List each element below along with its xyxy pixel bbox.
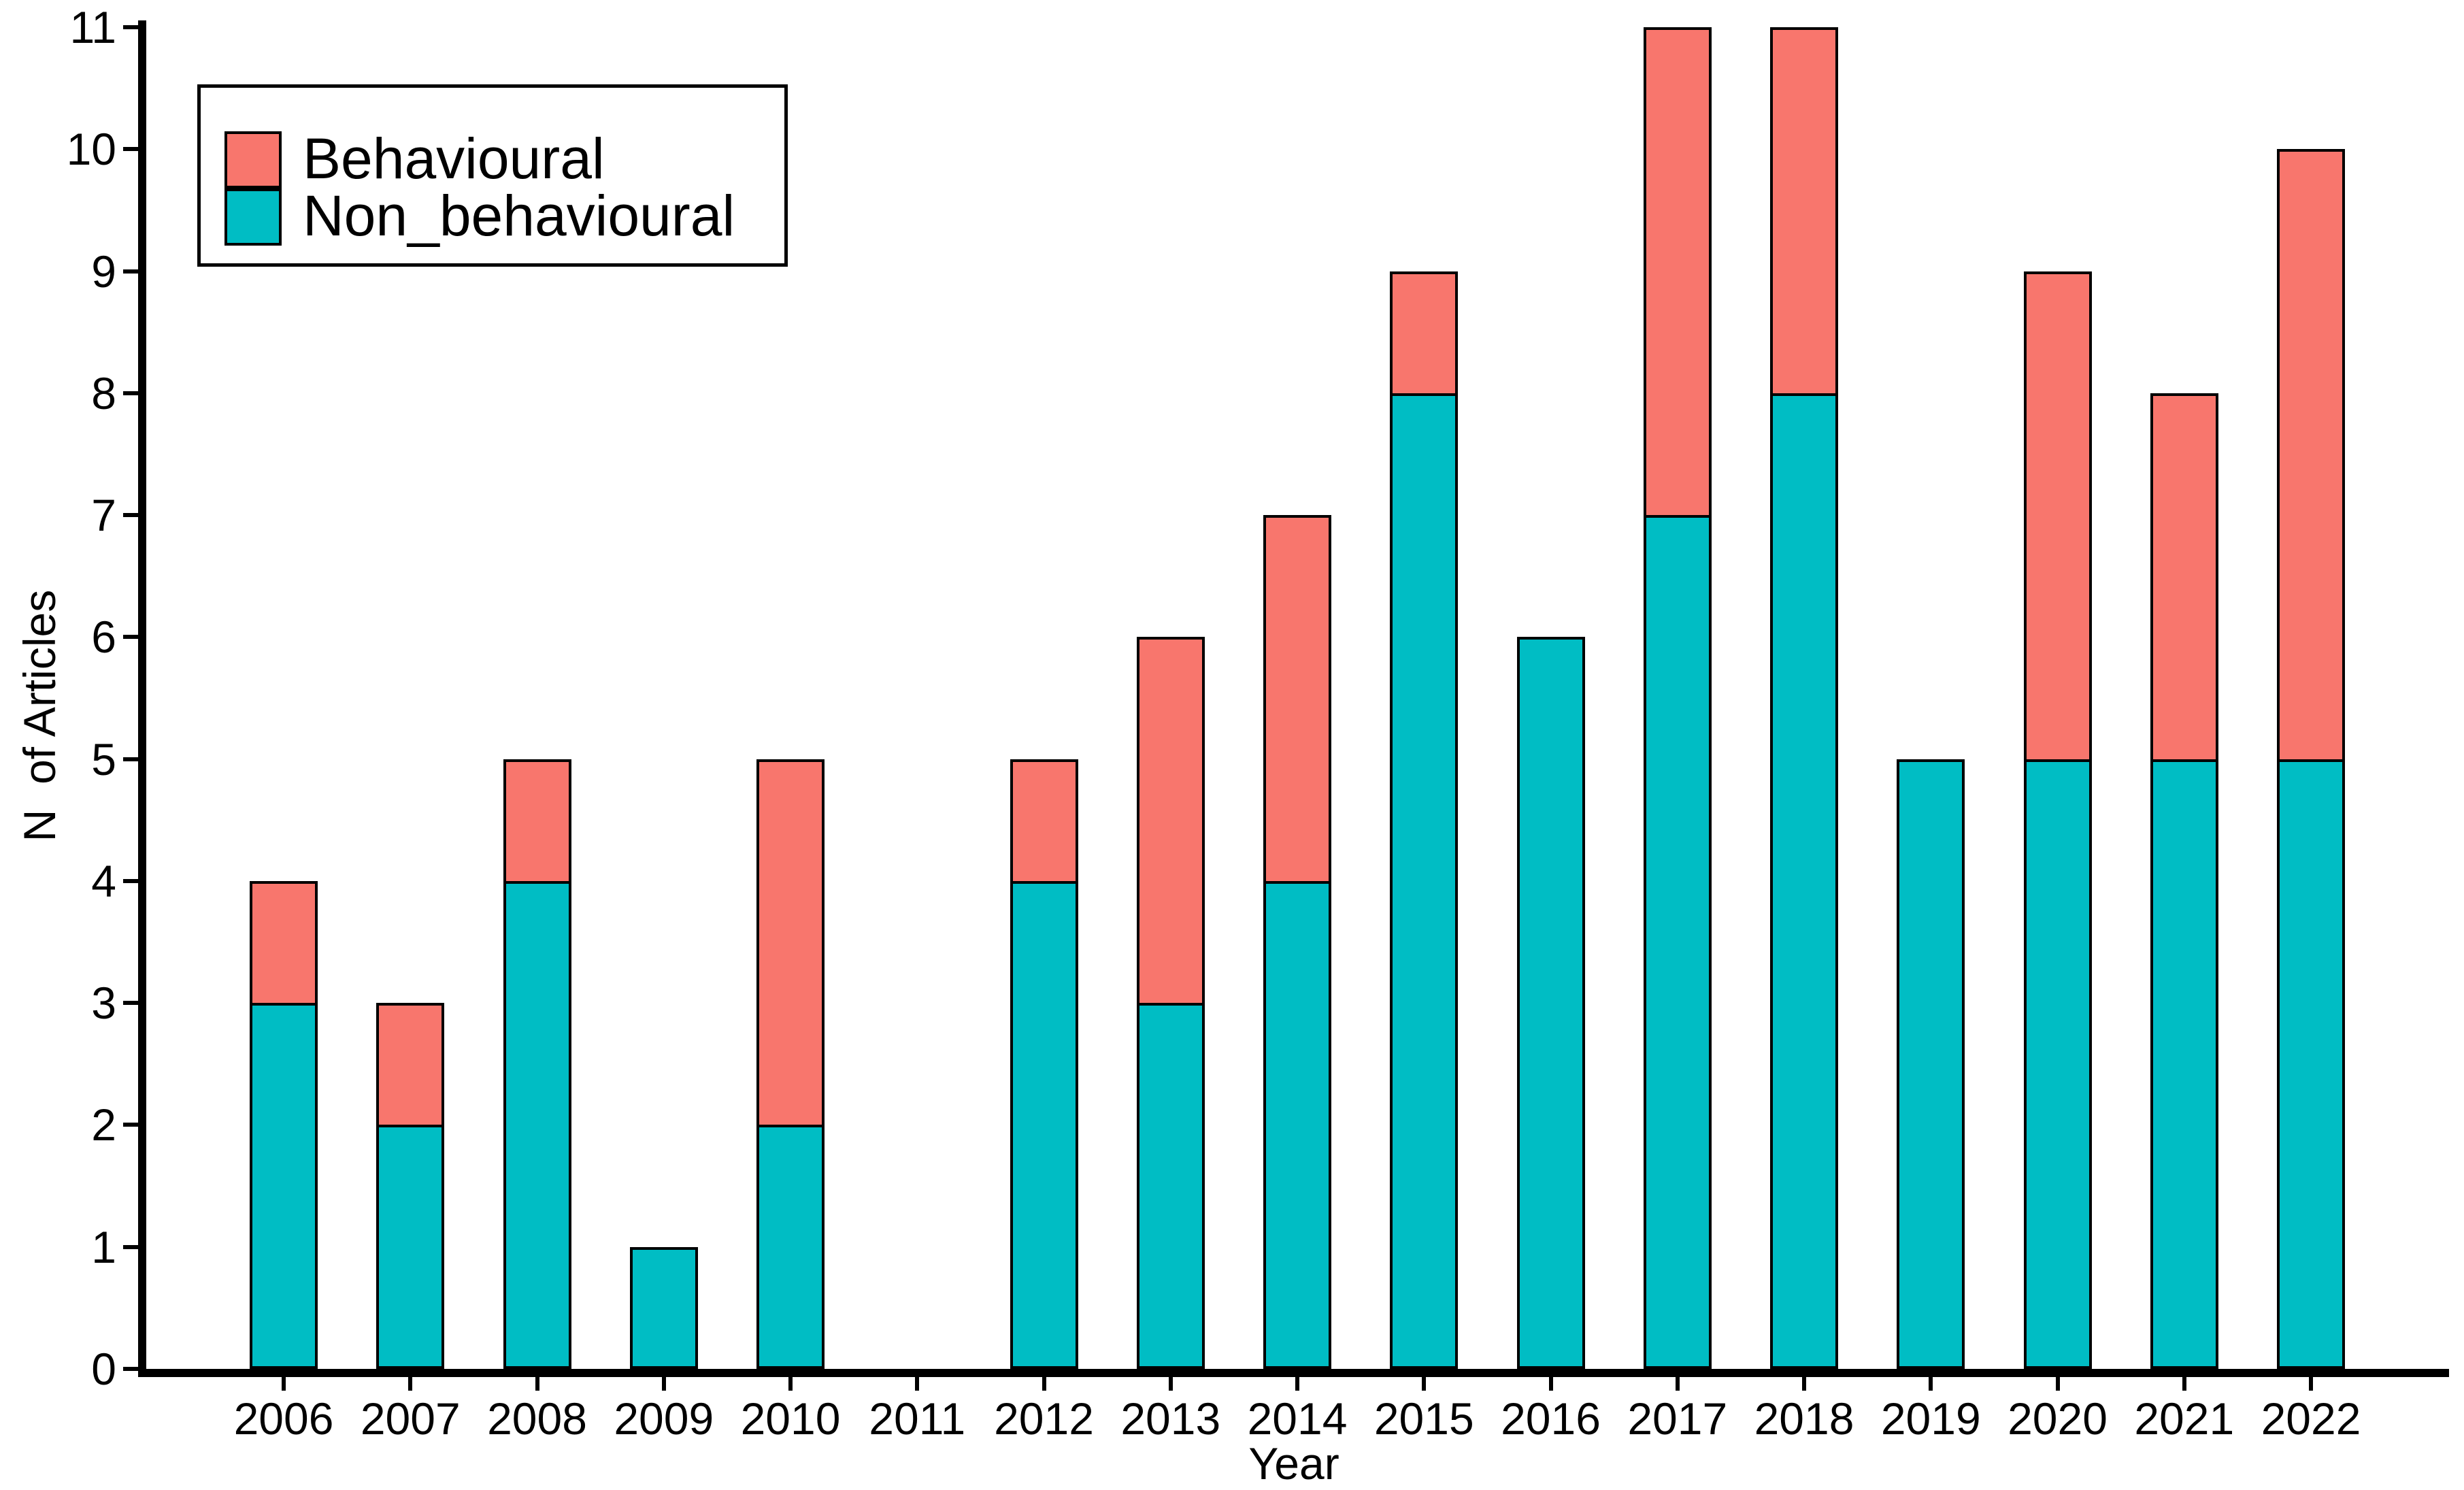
bar-segment-2007-behavioural (376, 1003, 445, 1128)
x-tick-mark (1295, 1377, 1299, 1391)
x-tick-label: 2021 (2134, 1393, 2235, 1444)
y-tick-mark (123, 878, 138, 883)
x-tick-label: 2013 (1120, 1393, 1221, 1444)
y-tick-label: 2 (91, 1099, 116, 1150)
x-tick-label: 2012 (994, 1393, 1094, 1444)
x-tick-mark (1675, 1377, 1680, 1391)
x-tick-label: 2011 (869, 1393, 966, 1444)
bar-segment-2021-non_behavioural (2150, 759, 2218, 1369)
bar-segment-2022-behavioural (2277, 149, 2345, 762)
bar-segment-2018-non_behavioural (1770, 393, 1838, 1369)
x-tick-mark (535, 1377, 539, 1391)
y-axis-title: N of Articles (14, 589, 65, 842)
x-tick-label: 2007 (360, 1393, 461, 1444)
y-tick-mark (123, 757, 138, 761)
y-tick-label: 6 (91, 612, 116, 663)
y-axis-line (138, 20, 146, 1377)
bar-segment-2015-behavioural (1390, 271, 1459, 396)
x-tick-label: 2006 (233, 1393, 334, 1444)
x-tick-mark (1042, 1377, 1046, 1391)
y-tick-label: 3 (91, 978, 116, 1029)
bar-segment-2022-non_behavioural (2277, 759, 2345, 1369)
x-tick-mark (915, 1377, 920, 1391)
x-tick-mark (1929, 1377, 1933, 1391)
x-tick-mark (282, 1377, 286, 1391)
y-tick-label: 5 (91, 733, 116, 784)
legend-swatch-behavioural (224, 131, 282, 188)
bar-segment-2015-non_behavioural (1390, 393, 1459, 1369)
x-axis-title: Year (1248, 1438, 1339, 1489)
x-tick-mark (788, 1377, 793, 1391)
bar-segment-2008-non_behavioural (503, 880, 571, 1369)
x-tick-label: 2020 (2008, 1393, 2108, 1444)
y-tick-label: 11 (69, 2, 116, 52)
bar-segment-2020-non_behavioural (2023, 759, 2092, 1369)
y-tick-mark (123, 635, 138, 640)
y-tick-mark (123, 1367, 138, 1371)
y-tick-label: 7 (91, 490, 116, 541)
bar-segment-2012-non_behavioural (1010, 880, 1078, 1369)
bar-segment-2013-non_behavioural (1136, 1003, 1205, 1369)
y-tick-label: 4 (91, 855, 116, 906)
x-tick-mark (661, 1377, 666, 1391)
x-tick-mark (1802, 1377, 1806, 1391)
bar-segment-2006-non_behavioural (250, 1003, 318, 1369)
legend-swatch-non-behavioural (224, 188, 282, 246)
x-tick-label: 2022 (2261, 1393, 2361, 1444)
legend-label-non-behavioural: Non_behavioural (303, 184, 735, 248)
x-tick-mark (408, 1377, 413, 1391)
bar-segment-2020-behavioural (2023, 271, 2092, 762)
y-tick-mark (123, 513, 138, 518)
x-tick-mark (1168, 1377, 1173, 1391)
x-tick-label: 2018 (1754, 1393, 1854, 1444)
x-tick-label: 2016 (1501, 1393, 1601, 1444)
bar-segment-2018-behavioural (1770, 27, 1838, 396)
bar-segment-2010-non_behavioural (756, 1125, 825, 1369)
x-tick-mark (2309, 1377, 2313, 1391)
x-tick-mark (2182, 1377, 2186, 1391)
x-tick-mark (2055, 1377, 2060, 1391)
x-tick-label: 2010 (740, 1393, 841, 1444)
x-tick-mark (1548, 1377, 1553, 1391)
x-tick-mark (1422, 1377, 1427, 1391)
bar-segment-2014-behavioural (1263, 515, 1331, 884)
bar-segment-2009-non_behavioural (629, 1246, 698, 1369)
bar-segment-2013-behavioural (1136, 637, 1205, 1006)
y-tick-mark (123, 147, 138, 152)
bar-segment-2019-non_behavioural (1897, 759, 1965, 1369)
x-tick-label: 2017 (1627, 1393, 1728, 1444)
y-tick-mark (123, 269, 138, 274)
x-tick-label: 2019 (1880, 1393, 1981, 1444)
y-tick-label: 8 (91, 367, 116, 418)
bar-segment-2017-behavioural (1643, 27, 1712, 518)
y-tick-mark (123, 25, 138, 29)
y-tick-mark (123, 1001, 138, 1006)
bar-segment-2008-behavioural (503, 759, 571, 884)
bar-segment-2016-non_behavioural (1516, 637, 1585, 1369)
x-axis-line (138, 1369, 2449, 1377)
y-tick-mark (123, 391, 138, 395)
y-tick-label: 1 (91, 1221, 116, 1272)
bar-segment-2017-non_behavioural (1643, 515, 1712, 1369)
y-tick-mark (123, 1123, 138, 1127)
bar-segment-2010-behavioural (756, 759, 825, 1128)
legend-label-behavioural: Behavioural (303, 127, 605, 191)
y-tick-mark (123, 1244, 138, 1249)
x-tick-label: 2009 (614, 1393, 714, 1444)
x-tick-label: 2015 (1373, 1393, 1474, 1444)
y-tick-label: 10 (66, 124, 116, 175)
y-tick-label: 9 (91, 246, 116, 297)
bar-segment-2014-non_behavioural (1263, 880, 1331, 1369)
y-tick-label: 0 (91, 1344, 116, 1394)
bar-segment-2021-behavioural (2150, 393, 2218, 762)
x-tick-label: 2014 (1247, 1393, 1348, 1444)
x-tick-label: 2008 (487, 1393, 587, 1444)
bar-segment-2006-behavioural (250, 880, 318, 1006)
bar-segment-2012-behavioural (1010, 759, 1078, 884)
bar-segment-2007-non_behavioural (376, 1125, 445, 1369)
legend-box: Behavioural Non_behavioural (197, 84, 788, 267)
